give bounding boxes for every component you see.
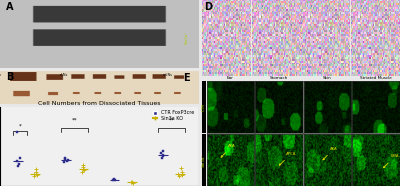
Point [158,152,164,155]
Title: Striated Muscle: Striated Muscle [360,76,392,80]
Legend: CTR FoxP3cre, Sin3a KO: CTR FoxP3cre, Sin3a KO [152,109,196,122]
Text: B: B [6,72,13,82]
Point [15,164,22,167]
Text: D: D [204,2,212,12]
Point [32,170,39,173]
Point [158,156,165,159]
Point [179,173,185,176]
Point [179,170,185,173]
Text: AKA: AKA [323,147,338,160]
Point [16,156,23,159]
Text: A: A [6,2,14,12]
Point [160,155,166,158]
Point [175,172,182,175]
Text: Sin3aⁿ: Sin3aⁿ [202,153,206,167]
Title: Cell Numbers from Dissociated Tissues: Cell Numbers from Dissociated Tissues [38,101,160,106]
Text: AKA: AKA [221,144,236,157]
Point [80,163,86,166]
Point [14,160,20,163]
Text: sLNs: sLNs [60,73,68,77]
Text: E: E [183,73,189,83]
Text: EMA: EMA [384,154,399,168]
Text: Spleen: Spleen [0,73,2,77]
Point [160,149,166,152]
Point [30,172,37,175]
Point [16,162,22,165]
Text: mLNs: mLNs [162,73,172,77]
Text: CTR: CTR [202,103,206,111]
Text: *: * [18,124,21,129]
Point [80,166,86,169]
Point [110,178,117,181]
Point [112,178,118,181]
Point [130,181,136,184]
Title: Skin: Skin [323,76,332,80]
Text: APCA: APCA [279,152,296,165]
Point [80,168,86,171]
Point [80,169,87,172]
Point [13,131,20,134]
Title: Stomach: Stomach [270,76,288,80]
Point [62,158,68,161]
Point [65,159,71,162]
Point [79,170,86,173]
Point [64,160,71,163]
Point [33,168,39,171]
Point [110,179,116,182]
Text: **: ** [169,118,174,123]
Title: Ear: Ear [227,76,234,80]
Point [160,154,166,157]
Point [62,156,68,159]
Text: Sin3aⁿ: Sin3aⁿ [185,32,189,44]
Point [176,175,182,178]
Text: **: ** [72,118,78,123]
Point [61,161,68,164]
Point [34,173,40,176]
Point [31,175,37,178]
Point [128,181,134,184]
Point [128,180,135,183]
Point [178,167,184,170]
